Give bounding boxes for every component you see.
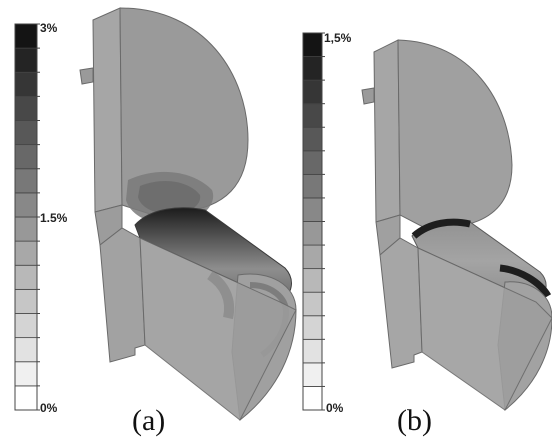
colorbar-band <box>14 23 38 49</box>
colorbar-band <box>302 126 323 152</box>
specimen-a-notch <box>79 67 94 85</box>
specimen-a-strain-core <box>138 180 201 214</box>
specimen-b-fillet-strain <box>411 218 471 239</box>
colorbar-frame-b <box>302 32 323 411</box>
colorbar-bands-a <box>14 23 40 411</box>
colorbar-band <box>14 144 38 170</box>
specimen-a <box>79 7 297 421</box>
colorbar-band <box>14 95 38 121</box>
specimen-a-lower-face <box>139 237 297 421</box>
colorbar-band <box>302 221 323 246</box>
scale-a-min-label: 0% <box>40 401 58 415</box>
panel-b: 1,5% 0% (b) <box>302 31 552 437</box>
colorbar-b: 1,5% 0% <box>302 31 352 415</box>
colorbar-band <box>14 361 38 387</box>
scale-a-mid-label: 1.5% <box>40 211 68 225</box>
colorbar-band <box>302 56 323 81</box>
panel-a-label: (a) <box>132 404 165 437</box>
scale-a-max-label: 3% <box>40 21 58 35</box>
specimen-b-lower-block <box>379 237 423 369</box>
colorbar-a: 3% 1.5% 0% <box>14 21 68 415</box>
scale-b-max-label: 1,5% <box>324 31 352 45</box>
panel-b-label: (b) <box>397 404 432 437</box>
colorbar-band <box>14 264 38 290</box>
colorbar-frame-a <box>14 23 38 411</box>
specimen-a-flange-side <box>92 7 123 213</box>
panel-a: 3% 1.5% 0% (a) <box>14 7 297 437</box>
colorbar-band <box>302 32 323 57</box>
colorbar-band <box>302 103 323 128</box>
colorbar-band <box>302 150 323 175</box>
colorbar-band <box>14 216 38 242</box>
specimen-b-end-strain <box>499 264 552 298</box>
specimen-b-flange-side <box>373 39 401 223</box>
specimen-a-face-strain <box>207 270 234 320</box>
specimen-b-notch <box>361 87 375 105</box>
colorbar-band <box>302 362 323 387</box>
specimen-a-lower-block <box>99 227 146 363</box>
colorbar-band <box>302 244 323 270</box>
specimen-b <box>361 39 552 411</box>
colorbar-band <box>302 197 323 222</box>
colorbar-band <box>302 338 323 364</box>
colorbar-band <box>14 168 38 194</box>
colorbar-band <box>14 47 38 73</box>
colorbar-band <box>302 291 323 317</box>
specimen-b-disc-face <box>397 39 513 229</box>
colorbar-band <box>302 315 323 340</box>
colorbar-band <box>302 79 323 105</box>
colorbar-band <box>302 268 323 293</box>
colorbar-band <box>14 192 38 218</box>
colorbar-band <box>302 386 323 411</box>
colorbar-band <box>14 288 38 314</box>
specimen-b-lower-face <box>417 247 552 411</box>
scale-b-min-label: 0% <box>326 401 344 415</box>
colorbar-band <box>14 385 38 411</box>
colorbar-band <box>14 313 38 339</box>
colorbar-band <box>302 173 323 199</box>
colorbar-band <box>14 71 38 97</box>
colorbar-band <box>14 120 38 146</box>
colorbar-band <box>14 337 38 363</box>
colorbar-band <box>14 240 38 266</box>
